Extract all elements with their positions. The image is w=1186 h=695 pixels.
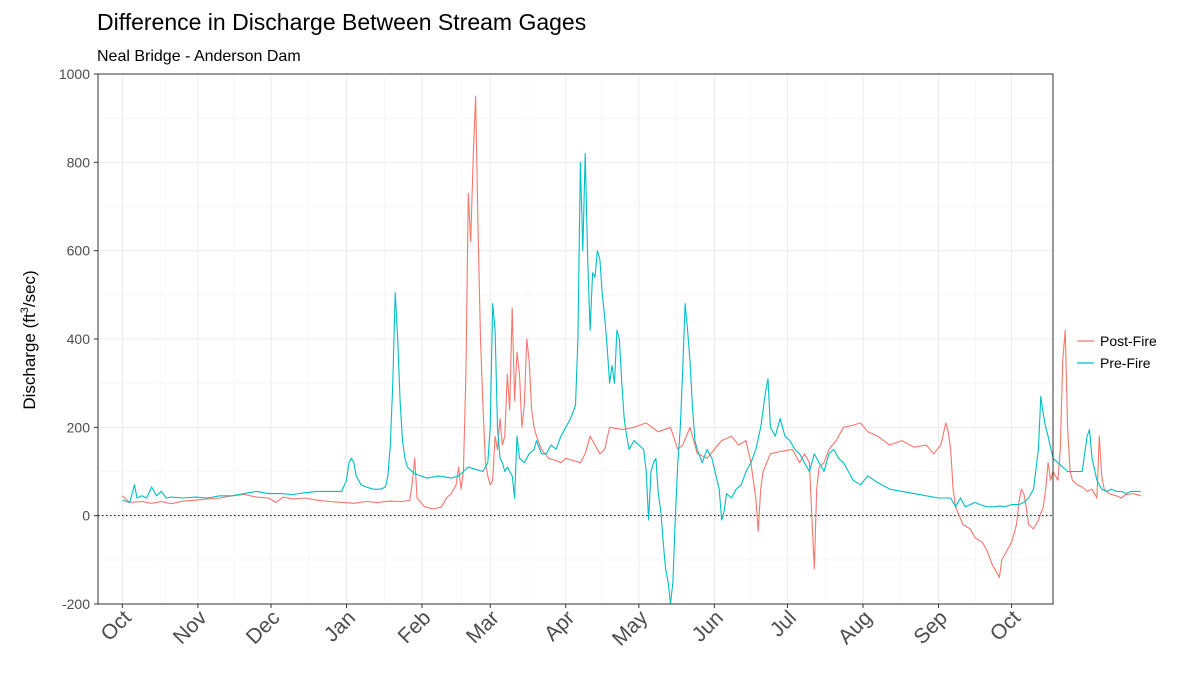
y-axis-title-tail: /sec) [20,270,39,307]
y-tick-label: 0 [82,508,90,524]
series-line-pre-fire [122,152,1141,605]
x-tick-label: Oct [97,606,136,645]
y-tick-label: 600 [67,243,91,259]
series-layer [122,95,1141,605]
x-tick-label: Jul [766,606,801,641]
x-axis: Oct Nov Dec Jan Feb Mar Apr May Jun Jul Aug Sep Oct [97,604,1025,651]
series-line-post-fire [122,95,1141,579]
x-tick-label: Nov [169,606,212,649]
legend-label: Pre-Fire [1100,355,1151,371]
y-tick-label: 200 [67,419,91,435]
chart-title: Difference in Discharge Between Stream G… [97,9,586,35]
x-tick-label: Oct [986,606,1025,645]
x-tick-label: May [608,606,653,651]
x-tick-label: Jan [320,606,360,646]
y-axis-title-superscript: 3 [19,307,31,313]
x-tick-label: Mar [462,606,504,648]
x-tick-label: Sep [909,606,952,649]
chart-subtitle: Neal Bridge - Anderson Dam [97,48,301,65]
y-tick-label: 800 [67,154,91,170]
legend-label: Post-Fire [1100,333,1157,349]
y-axis: -200 0 200 400 600 800 1000 [59,66,98,612]
y-axis-title: Discharge (ft3/sec) [19,270,39,409]
y-tick-label: 400 [67,331,91,347]
x-tick-label: Dec [242,606,285,649]
x-tick-label: Feb [394,606,436,648]
y-axis-title-main: Discharge (ft [20,313,39,410]
y-tick-label: -200 [62,596,90,612]
x-tick-label: Aug [834,606,877,649]
x-tick-label: Jun [688,606,728,646]
legend: Post-Fire Pre-Fire [1077,333,1157,371]
x-tick-label: Apr [540,606,579,645]
plot-area [97,73,1141,605]
y-tick-label: 1000 [59,66,90,82]
